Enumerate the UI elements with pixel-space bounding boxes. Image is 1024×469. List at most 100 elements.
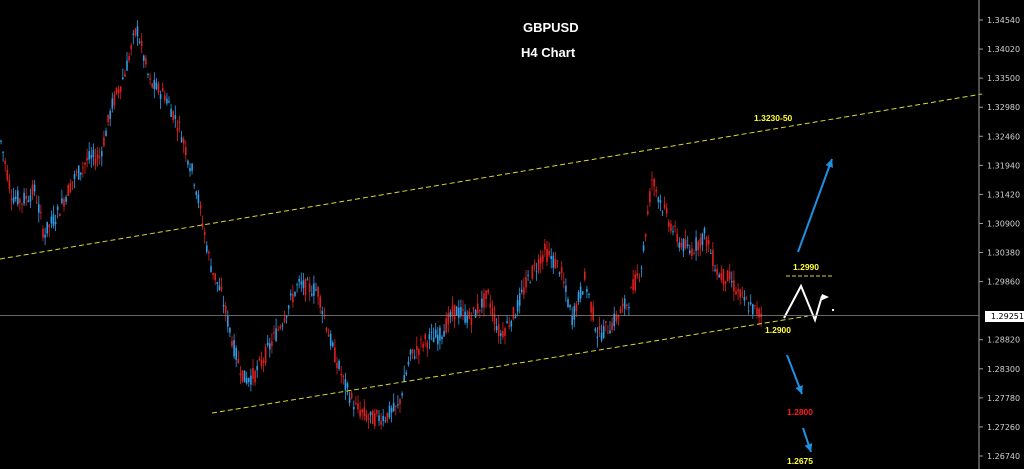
bull-candle-body (552, 255, 555, 268)
bull-candle-body (54, 221, 57, 225)
bear-candle-body (342, 375, 345, 378)
bull-candle-body (731, 280, 733, 283)
bull-candle-body (306, 279, 309, 281)
bull-candle-body (269, 343, 271, 350)
bear-candle-body (741, 292, 744, 294)
bear-candle-body (63, 199, 65, 207)
bull-candle-body (193, 184, 195, 186)
bull-candle-body (443, 331, 445, 337)
bear-candle-body (271, 341, 273, 346)
bear-candle-body (336, 362, 338, 368)
bull-candle-body (430, 331, 433, 333)
bull-candle-body (0, 140, 2, 142)
projection-zigzag (783, 283, 823, 324)
bear-candle-body (418, 348, 420, 355)
bear-candle-body (416, 346, 418, 351)
bull-candle-body (12, 197, 15, 203)
bear-candle-body (489, 303, 492, 308)
bear-candle-body (556, 260, 559, 262)
bear-candle-body (745, 298, 748, 300)
bear-candle-body (617, 315, 620, 319)
bull-candle-body (166, 98, 168, 104)
bull-candle-body (510, 321, 513, 327)
bear-candle-body (357, 403, 359, 410)
bear-candle-body (214, 273, 216, 281)
bear-candle-body (260, 359, 263, 366)
bull-candle-body (401, 393, 403, 396)
bear-candle-body (340, 373, 342, 376)
bull-candle-body (455, 306, 458, 316)
bear-candle-body (462, 309, 464, 311)
bear-candle-body (632, 279, 634, 291)
bear-candle-body (327, 334, 330, 337)
axis-tick-label: 1.30900 (987, 219, 1020, 228)
bull-candle-body (382, 415, 384, 421)
bull-candle-body (506, 321, 508, 324)
bull-candle-body (749, 302, 752, 305)
bear-candle-body (395, 405, 397, 407)
bear-candle-body (334, 347, 336, 363)
bull-candle-body (56, 206, 59, 211)
bull-candle-body (397, 404, 399, 406)
bull-candle-body (52, 214, 55, 226)
lower-channel-trendline (211, 315, 809, 414)
bear-candle-body (655, 189, 657, 192)
bear-candle-body (239, 373, 242, 376)
bull-candle-body (703, 228, 706, 234)
bull-candle-body (346, 383, 349, 388)
bear-candle-body (647, 211, 649, 214)
bull-candle-body (500, 333, 502, 336)
bull-candle-body (458, 307, 460, 318)
bull-candle-body (581, 291, 584, 295)
bull-candle-body (527, 274, 529, 276)
bull-candle-body (80, 172, 82, 175)
upper-channel-trendline (0, 93, 983, 260)
bear-candle-body (40, 212, 42, 214)
bear-candle-body (86, 157, 88, 161)
bull-candle-body (23, 192, 25, 204)
bear-candle-body (279, 326, 282, 329)
bull-candle-body (609, 330, 611, 334)
bull-candle-body (428, 333, 431, 340)
bear-candle-body (103, 137, 105, 146)
bear-candle-body (6, 169, 9, 180)
chart-title: GBPUSD (523, 20, 579, 35)
bear-candle-body (96, 154, 99, 159)
bear-candle-body (365, 414, 368, 421)
bear-candle-body (317, 287, 319, 297)
bull-candle-body (409, 349, 412, 355)
bear-candle-body (82, 167, 84, 169)
bear-candle-body (451, 306, 454, 316)
bear-candle-body (756, 307, 758, 315)
bull-candle-body (296, 284, 298, 286)
bull-candle-body (170, 108, 172, 117)
bear-candle-body (325, 327, 328, 331)
bear-candle-body (201, 223, 204, 227)
bull-candle-body (659, 200, 662, 203)
bear-candle-body (533, 264, 536, 267)
axis-tick-label: 1.34540 (987, 16, 1020, 25)
level-label: 1.2800 (787, 407, 813, 417)
bear-candle-body (733, 280, 735, 292)
bull-candle-body (206, 245, 208, 252)
bear-candle-body (319, 296, 321, 308)
bear-candle-body (726, 270, 729, 282)
bear-candle-body (693, 252, 695, 254)
bull-candle-body (613, 313, 615, 327)
bull-candle-body (245, 377, 248, 384)
bear-candle-body (508, 325, 510, 327)
bear-candle-body (361, 409, 363, 413)
bear-candle-body (546, 248, 548, 262)
bull-candle-body (672, 231, 674, 233)
bull-candle-body (233, 340, 235, 357)
bear-candle-body (21, 203, 23, 205)
bull-candle-body (657, 197, 660, 202)
bear-candle-body (117, 89, 120, 94)
bull-candle-body (596, 336, 599, 338)
bull-candle-body (311, 293, 313, 296)
bull-candle-body (567, 299, 569, 307)
bear-candle-body (422, 343, 424, 348)
bull-candle-body (174, 115, 177, 120)
bear-candle-body (584, 271, 586, 280)
